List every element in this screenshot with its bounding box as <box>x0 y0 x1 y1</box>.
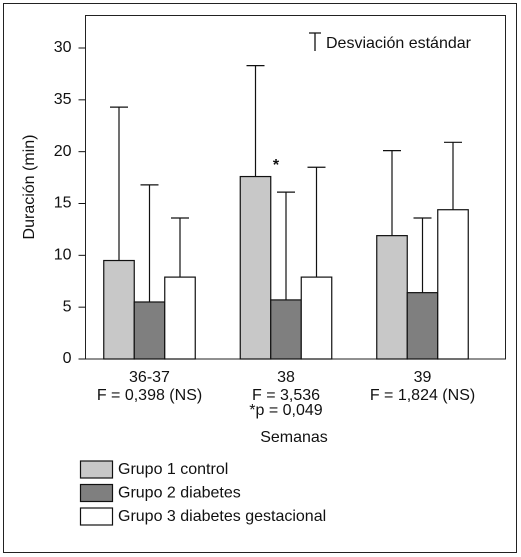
x-tick-stat: F = 0,398 (NS) <box>97 387 202 404</box>
bar <box>164 276 196 360</box>
annotation: * <box>273 157 280 174</box>
x-tick-stat: F = 3,536 <box>252 387 320 404</box>
y-tick-label: 35 <box>54 91 72 108</box>
x-tick-stat: *p = 0,049 <box>249 402 323 419</box>
y-tick-label: 10 <box>54 247 72 264</box>
x-tick-label: 36-37 <box>129 369 170 386</box>
x-tick-label: 39 <box>414 369 432 386</box>
bar <box>239 175 272 360</box>
x-axis-label: Semanas <box>260 429 328 446</box>
y-tick-label: 0 <box>63 350 72 367</box>
legend-label: Grupo 1 control <box>118 461 228 478</box>
legend-label: Grupo 3 diabetes gestacional <box>118 508 326 525</box>
y-tick-label: 15 <box>54 195 72 212</box>
x-tick-stat: F = 1,824 (NS) <box>370 387 475 404</box>
bar <box>437 209 469 360</box>
bar <box>406 292 439 360</box>
legend-swatch <box>79 460 114 479</box>
y-tick-label: 30 <box>54 39 72 56</box>
y-axis-label: Duración (min) <box>21 135 38 240</box>
error-legend-symbol <box>309 32 321 51</box>
bar <box>103 259 135 360</box>
legend-swatch <box>79 483 114 503</box>
x-tick-label: 38 <box>277 369 295 386</box>
bar <box>300 276 333 360</box>
error-legend-label: Desviación estándar <box>326 35 472 52</box>
y-tick-label: 5 <box>63 298 72 315</box>
bar <box>376 235 408 360</box>
legend-swatch <box>79 507 114 526</box>
bar <box>133 301 166 360</box>
outer-frame <box>3 3 517 553</box>
bar <box>270 299 302 360</box>
legend-label: Grupo 2 diabetes <box>118 485 241 502</box>
y-tick-label: 20 <box>54 143 72 160</box>
